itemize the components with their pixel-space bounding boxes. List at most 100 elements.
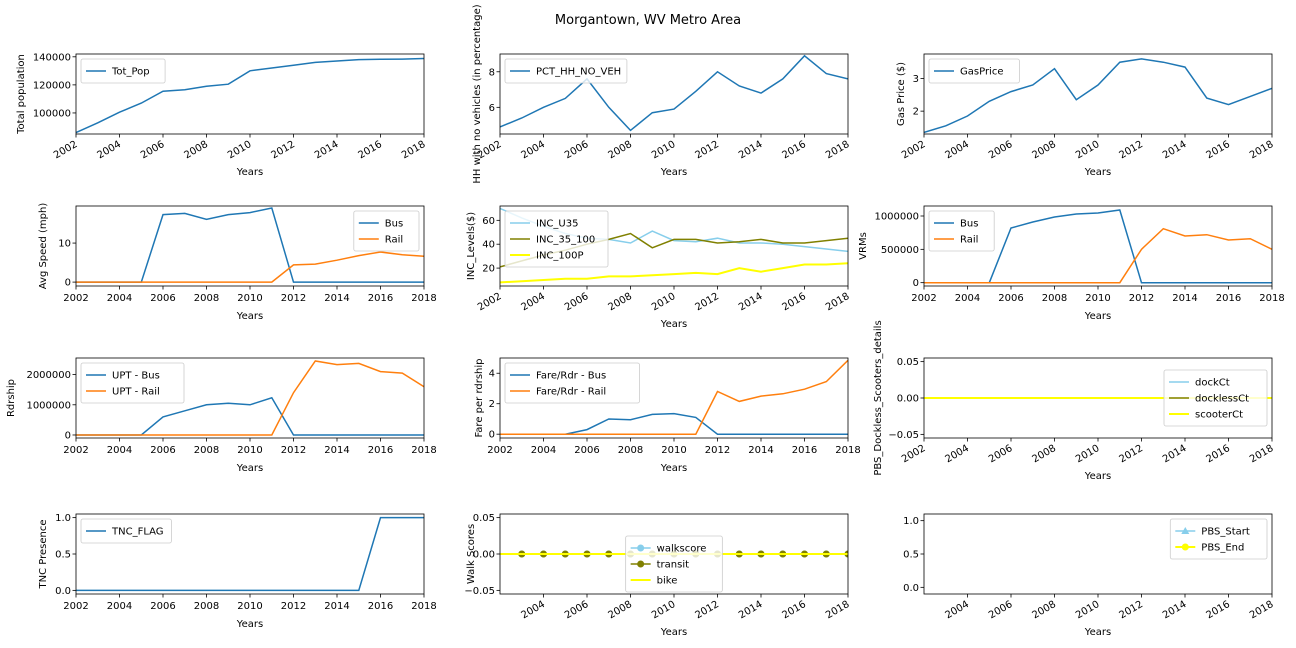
x-tick-label: 2004 — [107, 601, 132, 612]
y-axis-label: VRMs — [858, 232, 869, 260]
subplot-p10: −0.05 0.00 0.05 2004 2006 2008 2010 2012 2014 201… — [464, 513, 851, 638]
x-tick-label: 2002 — [63, 293, 88, 304]
y-tick-label: 4 — [489, 369, 495, 380]
y-axis-label: INC_Levels($) — [466, 212, 477, 280]
subplot-p9: 0.0 0.5 1.0 2002 2004 2006 2008 2010 2012 2014 201… — [38, 513, 437, 630]
legend: PBS_Start PBS_End — [1169, 518, 1268, 560]
legend: dockCt docklessCt scooterCt — [1163, 369, 1268, 427]
legend-label: UPT - Bus — [112, 371, 160, 382]
x-tick-label: 2006 — [574, 445, 599, 456]
y-tick-label: 100000 — [33, 108, 71, 119]
x-tick-label: 2006 — [998, 293, 1023, 304]
x-tick-label: 2008 — [182, 139, 210, 161]
x-tick-label: 2008 — [606, 139, 634, 161]
y-tick-label: 40 — [482, 240, 495, 251]
subplot-p2: 2 3 2002 2004 2006 2008 2010 2012 2014 2016 2018 Ye… — [896, 53, 1276, 178]
subplot-p4: 20 40 60 2002 2004 2006 2008 2010 2012 2014 2016 20… — [466, 205, 852, 330]
x-tick-label: 2014 — [1172, 293, 1197, 304]
legend-label: bike — [657, 576, 678, 587]
legend-box — [504, 58, 628, 84]
subplot-p8: −0.05 0.00 0.05 2002 2004 2006 2008 2010 2012 201… — [873, 320, 1276, 482]
y-tick-label: 6 — [489, 103, 495, 114]
y-tick-label: 1.0 — [903, 516, 919, 527]
x-tick-label: 2014 — [313, 139, 341, 161]
y-axis-label: Total population — [16, 54, 27, 135]
y-tick-label: 0 — [913, 278, 919, 289]
x-tick-label: 2012 — [1117, 443, 1145, 465]
x-tick-label: 2014 — [1161, 139, 1189, 161]
x-tick-label: 2014 — [324, 293, 349, 304]
x-tick-label: 2004 — [107, 293, 132, 304]
legend-label: Tot_Pop — [111, 67, 150, 78]
x-tick-label: 2018 — [1248, 139, 1276, 161]
y-tick-label: 0.0 — [903, 583, 919, 594]
y-tick-label: 0.0 — [55, 586, 71, 597]
legend-marker — [637, 544, 645, 552]
x-tick-label: 2016 — [368, 293, 393, 304]
x-tick-label: 2012 — [281, 445, 306, 456]
x-tick-label: 2014 — [737, 139, 765, 161]
y-tick-label: 2 — [913, 107, 919, 118]
legend-box — [80, 518, 172, 544]
x-tick-label: 2012 — [1117, 139, 1145, 161]
series-line-Rail — [76, 251, 424, 283]
y-axis-label: Avg Speed (mph) — [38, 203, 49, 290]
x-tick-label: 2002 — [476, 291, 504, 313]
x-axis-label: Years — [660, 627, 687, 638]
x-axis-label: Years — [660, 463, 687, 474]
y-tick-label: −0.05 — [888, 430, 919, 441]
y-tick-label: 0 — [65, 430, 71, 441]
x-tick-label: 2010 — [237, 601, 262, 612]
x-tick-label: 2008 — [1030, 443, 1058, 465]
x-axis-label: Years — [236, 311, 263, 322]
y-tick-label: 0.5 — [55, 550, 71, 561]
y-axis-label: Gas Price ($) — [896, 62, 907, 126]
x-tick-label: 2018 — [824, 291, 852, 313]
subplot-p5: 0 500000 1000000 2002 2004 2006 2008 2010 2012 20… — [858, 205, 1285, 322]
x-tick-label: 2006 — [987, 443, 1015, 465]
x-tick-label: 2002 — [900, 139, 928, 161]
x-tick-label: 2018 — [411, 293, 436, 304]
legend-label: transit — [657, 560, 689, 571]
y-tick-label: 2 — [489, 399, 495, 410]
legend-label: INC_100P — [536, 251, 584, 262]
series-line-INC_100P — [500, 262, 848, 284]
legend-label: INC_U35 — [536, 219, 578, 230]
y-tick-label: 10 — [58, 239, 71, 250]
x-tick-label: 2004 — [943, 443, 971, 465]
x-tick-label: 2002 — [52, 139, 80, 161]
legend-box — [504, 210, 609, 268]
x-tick-label: 2010 — [237, 293, 262, 304]
x-axis-label: Years — [660, 167, 687, 178]
y-tick-label: 0.05 — [897, 357, 919, 368]
x-tick-label: 2016 — [356, 139, 384, 161]
x-tick-label: 2008 — [194, 445, 219, 456]
x-tick-label: 2012 — [281, 601, 306, 612]
x-tick-label: 2002 — [63, 445, 88, 456]
x-tick-label: 2010 — [1085, 293, 1110, 304]
x-axis-label: Years — [236, 167, 263, 178]
legend-box — [353, 210, 420, 252]
x-tick-label: 2014 — [1161, 599, 1189, 621]
legend: Fare/Rdr - Bus Fare/Rdr - Rail — [504, 362, 640, 404]
subplot-p6: 0 1000000 2000000 2002 2004 2006 2008 2010 2012 2… — [6, 357, 437, 474]
series-line-PCT_HH_NO_VEH — [500, 54, 848, 132]
y-axis-label: Rdrship — [6, 379, 17, 417]
legend-label: dockCt — [1195, 378, 1230, 389]
x-tick-label: 2014 — [737, 599, 765, 621]
series-line-TNC_FLAG — [76, 516, 424, 592]
x-tick-label: 2012 — [281, 293, 306, 304]
x-tick-label: 2012 — [693, 291, 721, 313]
x-tick-label: 2016 — [1204, 599, 1232, 621]
x-tick-label: 2004 — [519, 291, 547, 313]
x-tick-label: 2008 — [1042, 293, 1067, 304]
x-tick-label: 2018 — [1259, 293, 1284, 304]
x-tick-label: 2016 — [1216, 293, 1241, 304]
legend-label: UPT - Rail — [112, 387, 160, 398]
legend-marker — [637, 560, 645, 568]
series-group — [500, 54, 848, 132]
x-tick-label: 2012 — [1129, 293, 1154, 304]
legend-label: scooterCt — [1195, 410, 1243, 421]
series-line-Tot_Pop — [76, 57, 424, 134]
